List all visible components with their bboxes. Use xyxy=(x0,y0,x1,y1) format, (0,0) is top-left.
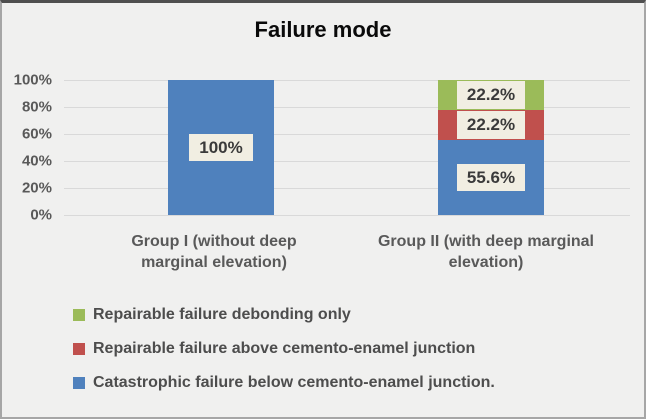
y-axis-tick-label: 0% xyxy=(30,206,52,224)
y-axis-tick-label: 80% xyxy=(21,98,52,116)
category-label: Group II (with deep marginal elevation) xyxy=(377,233,594,271)
gridline xyxy=(64,215,630,216)
plot-area: 100% 55.6% 22.2% 22.2% xyxy=(64,80,630,216)
legend-item: Repairable failure above cemento-enamel … xyxy=(73,340,495,358)
stacked-bar-2: 55.6% 22.2% 22.2% xyxy=(438,80,544,215)
gridline xyxy=(64,107,630,108)
chart-title: Failure mode xyxy=(254,17,392,42)
legend-item: Repairable failure debonding only xyxy=(73,306,495,324)
bar-segment: 100% xyxy=(168,80,274,215)
y-axis-tick-label: 100% xyxy=(13,71,52,89)
legend-swatch-icon xyxy=(73,343,85,355)
y-axis-tick-label: 40% xyxy=(21,152,52,170)
legend-label: Catastrophic failure below cemento-ename… xyxy=(93,374,495,391)
data-label: 22.2% xyxy=(456,111,526,139)
category-label: Group I (without deep marginal elevation… xyxy=(131,233,297,271)
gridline xyxy=(64,188,630,189)
gridline xyxy=(64,161,630,162)
data-label: 55.6% xyxy=(456,163,526,192)
bar-segment: 22.2% xyxy=(438,109,544,140)
legend-label: Repairable failure above cemento-enamel … xyxy=(93,340,476,357)
y-axis-tick-label: 60% xyxy=(21,125,52,143)
y-axis-tick-label: 20% xyxy=(21,179,52,197)
gridline xyxy=(64,80,630,81)
data-label: 22.2% xyxy=(456,81,526,109)
gridline xyxy=(64,134,630,135)
legend: Repairable failure debonding only Repaira… xyxy=(73,306,495,408)
bar-segment: 22.2% xyxy=(438,80,544,110)
y-axis: 0% 20% 40% 60% 80% 100% xyxy=(2,72,57,224)
stacked-bar-1: 100% xyxy=(168,80,274,215)
legend-item: Catastrophic failure below cemento-ename… xyxy=(73,374,495,392)
bar-segment: 55.6% xyxy=(438,139,544,215)
legend-swatch-icon xyxy=(73,309,85,321)
legend-swatch-icon xyxy=(73,377,85,389)
legend-label: Repairable failure debonding only xyxy=(93,306,351,323)
data-label: 100% xyxy=(189,133,253,162)
